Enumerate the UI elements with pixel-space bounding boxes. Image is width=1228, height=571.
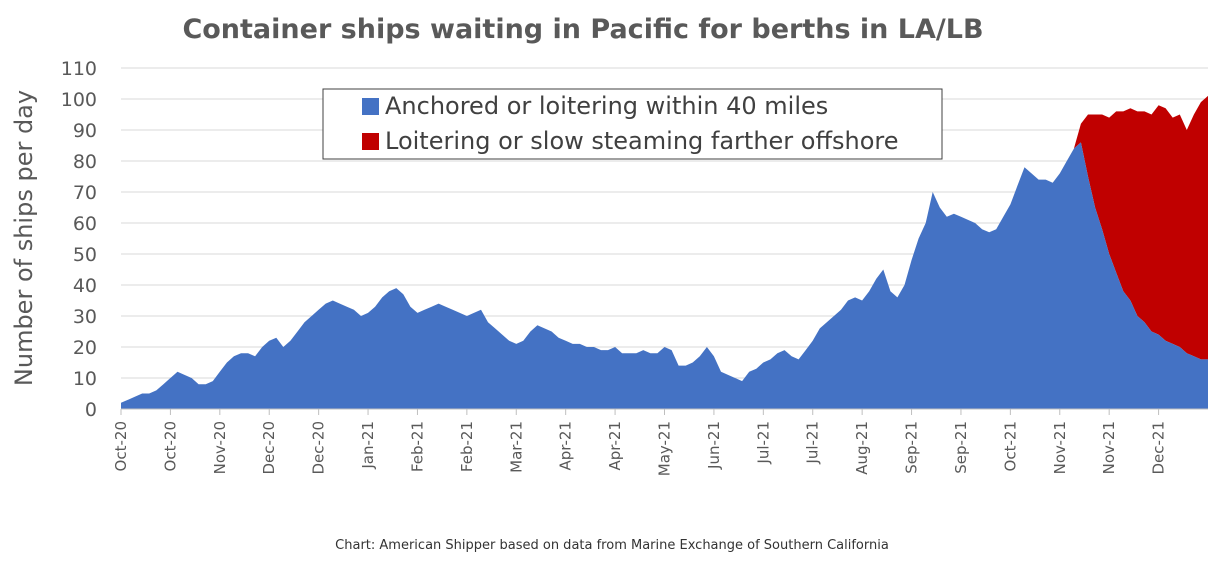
x-tick-label: Mar-21 <box>507 421 525 473</box>
y-tick-label: 80 <box>73 151 97 173</box>
x-tick-label: Nov-21 <box>1051 421 1069 474</box>
y-tick-label: 100 <box>61 89 97 111</box>
y-axis-label: Number of ships per day <box>10 90 38 386</box>
x-tick-label: Oct-20 <box>161 421 179 471</box>
legend-label-anchored: Anchored or loitering within 40 miles <box>385 92 828 120</box>
y-tick-label: 50 <box>73 244 97 266</box>
x-tick-label: Aug-21 <box>853 421 871 475</box>
y-tick-label: 30 <box>73 306 97 328</box>
x-tick-label: May-21 <box>656 421 674 476</box>
x-tick-label: Dec-20 <box>260 421 278 475</box>
legend-box <box>322 88 943 160</box>
legend-swatch-anchored <box>362 98 379 115</box>
y-tick-label: 0 <box>85 399 97 421</box>
axes: Oct-20 Oct-20 Nov-20 Dec-20 Dec-20 Jan-21 Feb-… <box>112 408 1208 476</box>
y-tick-label: 90 <box>73 120 97 142</box>
chart-caption: Chart: American Shipper based on data fr… <box>335 538 889 553</box>
series-area-anchored <box>121 142 1208 409</box>
x-tick-label: Jan-21 <box>359 421 377 470</box>
x-tick-label: Jul-21 <box>804 421 822 465</box>
legend: Anchored or loitering within 40 miles Lo… <box>322 88 943 160</box>
y-tick-label: 110 <box>61 58 97 80</box>
x-tick-label: Nov-20 <box>211 421 229 474</box>
x-tick-label: Jul-21 <box>754 421 772 465</box>
x-tick-label: Apr-21 <box>557 421 575 471</box>
x-tick-label: Oct-20 <box>112 421 130 471</box>
series-area-offshore <box>121 95 1208 403</box>
x-tick-label: Dec-21 <box>1150 421 1168 475</box>
x-tick-label: Sep-21 <box>952 421 970 474</box>
x-tick-label: Feb-21 <box>409 421 427 472</box>
x-tick-label: Feb-21 <box>458 421 476 472</box>
plot-area <box>121 95 1208 409</box>
y-tick-label: 60 <box>73 213 97 235</box>
chart-title: Container ships waiting in Pacific for b… <box>182 14 983 45</box>
x-tick-label: Oct-21 <box>1001 421 1019 471</box>
y-tick-label: 40 <box>73 275 97 297</box>
y-tick-label: 10 <box>73 368 97 390</box>
legend-swatch-offshore <box>362 133 379 150</box>
y-tick-label: 20 <box>73 337 97 359</box>
x-tick-label: Dec-20 <box>310 421 328 475</box>
x-tick-label: Apr-21 <box>606 421 624 471</box>
x-tick-label: Nov-21 <box>1100 421 1118 474</box>
x-tick-label: Sep-21 <box>903 421 921 474</box>
y-tick-label: 70 <box>73 182 97 204</box>
legend-label-offshore: Loitering or slow steaming farther offsh… <box>385 127 899 155</box>
x-tick-label: Jun-21 <box>705 421 723 470</box>
